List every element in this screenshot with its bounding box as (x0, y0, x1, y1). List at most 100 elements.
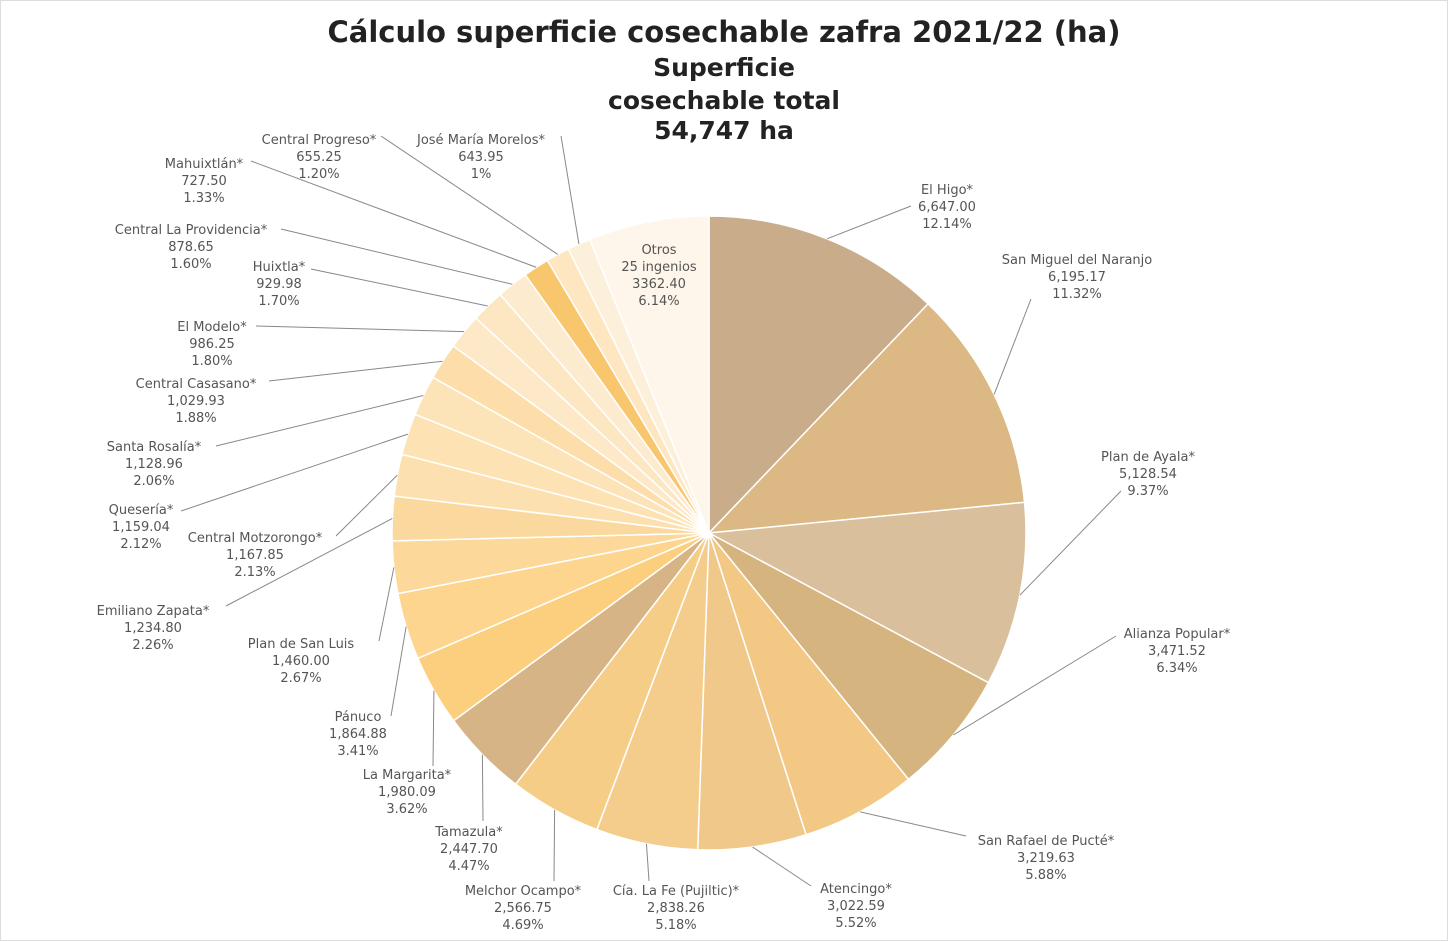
data-label-category: Tamazula* (434, 825, 503, 840)
data-label-percent: 3.41% (337, 744, 378, 759)
data-label-value: 1,159.04 (112, 520, 170, 535)
data-label-percent: 12.14% (922, 217, 972, 232)
data-label: Melchor Ocampo* 2,566.75 4.69% (465, 884, 582, 933)
data-label-value: 986.25 (189, 337, 235, 352)
data-label-value: 1,167.85 (226, 548, 284, 563)
data-label-value: 2,447.70 (440, 842, 498, 857)
data-label: Huixtla* 929.98 1.70% (253, 260, 306, 309)
data-label-percent: 5.52% (835, 916, 876, 931)
leader-line (953, 635, 1117, 736)
data-label-category: José María Morelos* (416, 133, 545, 148)
data-label: Central Casasano* 1,029.93 1.88% (136, 377, 257, 426)
leader-line (390, 626, 407, 717)
data-label: Quesería* 1,159.04 2.12% (109, 503, 174, 552)
data-label-category: Cía. La Fe (Pujiltic)* (613, 884, 740, 899)
data-label-percent: 4.69% (502, 918, 543, 933)
data-label: Central Progreso* 655.25 1.20% (262, 133, 377, 182)
data-label-value: 1,128.96 (125, 457, 183, 472)
data-label-percent: 2.26% (132, 638, 173, 653)
data-label: Plan de San Luis 1,460.00 2.67% (248, 637, 355, 686)
data-label-value: 3,471.52 (1148, 644, 1206, 659)
data-label: José María Morelos* 643.95 1% (416, 133, 545, 182)
pie-slice (588, 215, 710, 534)
data-label-value: 1,029.93 (167, 394, 225, 409)
data-label-value: 1,980.09 (378, 785, 436, 800)
data-label-category: Central Motzorongo* (188, 531, 323, 546)
data-label-percent: 1% (471, 167, 492, 182)
pie-slice (707, 302, 1026, 534)
leader-line (432, 690, 435, 767)
leader-line (378, 567, 395, 642)
data-label: Atencingo* 3,022.59 5.52% (820, 882, 892, 931)
data-label-percent: 6.14% (638, 294, 679, 309)
data-label-value: 1,234.80 (124, 621, 182, 636)
data-label: Tamazula* 2,447.70 4.47% (434, 825, 503, 874)
data-label-value: 5,128.54 (1119, 467, 1177, 482)
data-label-value: 3,219.63 (1017, 851, 1075, 866)
leader-line (859, 811, 967, 837)
data-label-value: 929.98 (256, 277, 302, 292)
data-label-category: Santa Rosalía* (107, 440, 202, 455)
leader-line (380, 135, 559, 255)
data-label-category: Plan de Ayala* (1101, 450, 1195, 465)
data-label-percent: 2.67% (280, 671, 321, 686)
leader-line (310, 268, 488, 307)
leader-line (335, 474, 398, 537)
data-label-percent: 3.62% (386, 802, 427, 817)
data-label: Alianza Popular* 3,471.52 6.34% (1124, 627, 1231, 676)
data-label-category: Huixtla* (253, 260, 306, 275)
leader-line (215, 395, 424, 447)
leader-line (481, 754, 484, 822)
data-label-category: Central Progreso* (262, 133, 377, 148)
data-label: La Margarita* 1,980.09 3.62% (363, 768, 452, 817)
data-label-value: 2,566.75 (494, 901, 552, 916)
data-label: San Miguel del Naranjo 6,195.17 11.32% (1002, 253, 1152, 302)
leader-line (752, 846, 812, 887)
data-label-percent: 9.37% (1127, 484, 1168, 499)
data-label-value: 3,022.59 (827, 899, 885, 914)
data-label: Plan de Ayala* 5,128.54 9.37% (1101, 450, 1195, 499)
data-label: Mahuixtlán* 727.50 1.33% (165, 157, 244, 206)
leader-line (255, 325, 465, 333)
data-label-percent: 4.47% (448, 859, 489, 874)
data-label: El Modelo* 986.25 1.80% (177, 320, 247, 369)
data-label: El Higo* 6,647.00 12.14% (918, 183, 976, 232)
data-label-category: Atencingo* (820, 882, 892, 897)
leader-line (1019, 490, 1122, 596)
data-label-percent: 11.32% (1052, 287, 1102, 302)
leader-line (553, 809, 556, 882)
data-label-percent: 2.12% (120, 537, 161, 552)
leader-line (560, 135, 580, 245)
leader-line (180, 433, 408, 512)
data-label-value: 1,864.88 (329, 727, 387, 742)
data-label-percent: 5.88% (1025, 868, 1066, 883)
data-label-category: El Modelo* (177, 320, 247, 335)
chart-subtitle: Superficie cosechable total (608, 53, 840, 115)
data-label-category: Emiliano Zapata* (97, 604, 210, 619)
data-label-value: 1,460.00 (272, 654, 330, 669)
data-label: Emiliano Zapata* 1,234.80 2.26% (97, 604, 210, 653)
data-label-category: Melchor Ocampo* (465, 884, 582, 899)
data-label-category: Mahuixtlán* (165, 157, 244, 172)
data-label-percent: 1.33% (183, 191, 224, 206)
leader-line (250, 160, 537, 268)
data-label-value: 655.25 (296, 150, 342, 165)
pie-slice (706, 501, 1027, 684)
data-label-percent: 1.60% (170, 257, 211, 272)
data-label-percent: 1.70% (258, 294, 299, 309)
total-label: 54,747 ha (654, 116, 794, 145)
leader-line (993, 298, 1032, 395)
data-label-category: San Rafael de Pucté* (978, 834, 1115, 849)
data-label-value: 643.95 (458, 150, 504, 165)
data-label: Central La Providencia* 878.65 1.60% (115, 223, 268, 272)
data-label-category: Alianza Popular* (1124, 627, 1231, 642)
data-label-category: 25 ingenios (621, 260, 697, 275)
data-label-percent: 1.88% (175, 411, 216, 426)
data-label-value: 6,647.00 (918, 200, 976, 215)
chart-title: Cálculo superficie cosechable zafra 2021… (327, 15, 1121, 49)
data-label: San Rafael de Pucté* 3,219.63 5.88% (978, 834, 1115, 883)
leader-line (225, 518, 393, 607)
data-label-value: 878.65 (168, 240, 214, 255)
data-label-category: Pánuco (335, 710, 382, 725)
